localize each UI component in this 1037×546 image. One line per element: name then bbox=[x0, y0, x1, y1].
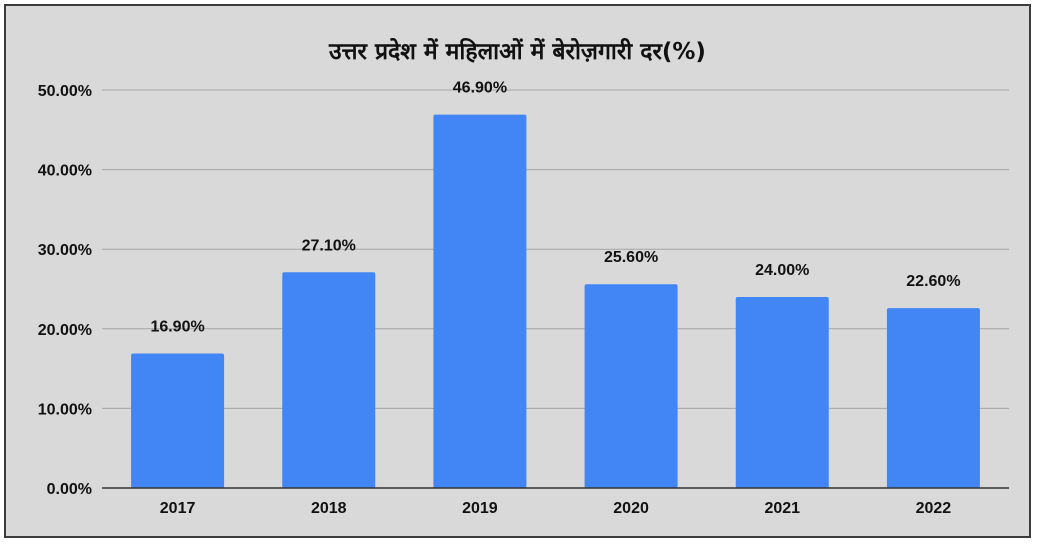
bar bbox=[886, 308, 980, 488]
bar bbox=[433, 114, 527, 489]
data-label: 46.90% bbox=[453, 80, 507, 97]
bar bbox=[282, 272, 376, 488]
data-label: 24.00% bbox=[755, 262, 809, 279]
x-tick-label: 2019 bbox=[462, 500, 498, 517]
data-label: 16.90% bbox=[150, 318, 204, 335]
x-tick-label: 2022 bbox=[916, 500, 952, 517]
y-tick-label: 0.00% bbox=[47, 481, 92, 498]
chart-frame: उत्तर प्रदेश में महिलाओं में बेरोज़गारी … bbox=[4, 4, 1031, 538]
x-tick-label: 2021 bbox=[764, 500, 800, 517]
data-label: 22.60% bbox=[906, 273, 960, 290]
chart-plot-area: 0.00% 10.00% 20.00% 30.00% 40.00% 50.00% 16.90… bbox=[38, 80, 1009, 517]
x-tick-label: 2018 bbox=[311, 500, 347, 517]
x-tick-label: 2020 bbox=[613, 500, 649, 517]
y-tick-label: 50.00% bbox=[38, 83, 92, 100]
x-tick-label: 2017 bbox=[160, 500, 196, 517]
data-label: 27.10% bbox=[302, 237, 356, 254]
y-tick-label: 30.00% bbox=[38, 242, 92, 259]
chart-title: उत्तर प्रदेश में महिलाओं में बेरोज़गारी … bbox=[329, 39, 706, 65]
bar bbox=[131, 353, 225, 488]
y-tick-label: 10.00% bbox=[38, 401, 92, 418]
data-label: 25.60% bbox=[604, 249, 658, 266]
bar bbox=[735, 296, 829, 488]
bar bbox=[584, 284, 678, 488]
y-tick-label: 40.00% bbox=[38, 163, 92, 180]
y-tick-label: 20.00% bbox=[38, 322, 92, 339]
